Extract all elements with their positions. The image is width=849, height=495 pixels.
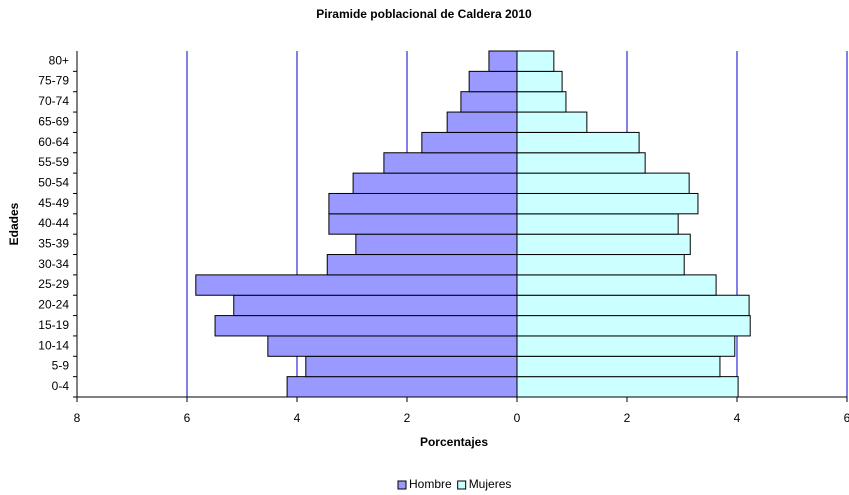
bar — [516, 315, 751, 337]
legend-swatch — [397, 480, 407, 490]
bar — [516, 70, 563, 93]
bar — [355, 233, 518, 256]
legend-swatch — [457, 480, 467, 490]
x-tick-label: 0 — [514, 411, 521, 425]
y-tick-label: 35-39 — [38, 237, 69, 251]
bar — [516, 355, 721, 378]
bar — [516, 376, 739, 398]
bar — [446, 111, 518, 133]
x-tick-label: 8 — [74, 411, 81, 425]
bar — [516, 274, 717, 296]
bar — [516, 50, 555, 72]
y-axis-title: Edades — [7, 202, 21, 245]
bar — [516, 233, 691, 256]
y-tick-label: 0-4 — [52, 379, 70, 393]
bar — [516, 335, 736, 357]
bar — [233, 294, 518, 317]
bar — [468, 70, 518, 93]
bar — [305, 355, 518, 378]
bar — [328, 192, 518, 215]
y-tick-label: 50-54 — [38, 175, 69, 189]
y-tick-label: 25-29 — [38, 277, 69, 291]
bar — [421, 131, 518, 154]
y-tick-label: 40-44 — [38, 216, 69, 230]
y-tick-label: 80+ — [49, 53, 69, 67]
y-tick-label: 45-49 — [38, 196, 69, 210]
x-tick-label: 2 — [404, 411, 411, 425]
legend-label: Mujeres — [469, 477, 512, 491]
legend-label: Hombre — [409, 477, 452, 491]
y-tick-label: 20-24 — [38, 298, 69, 312]
bar — [214, 315, 518, 337]
y-tick-label: 60-64 — [38, 135, 69, 149]
bar — [516, 294, 750, 317]
bar — [516, 152, 646, 174]
bar — [328, 213, 518, 235]
bar — [516, 213, 679, 235]
bar — [516, 131, 640, 154]
y-tick-label: 70-74 — [38, 94, 69, 108]
x-axis-title: Porcentajes — [420, 435, 488, 449]
y-tick-label: 5-9 — [52, 359, 70, 373]
bar — [352, 172, 518, 194]
y-tick-label: 30-34 — [38, 257, 69, 271]
chart-title: Piramide poblacional de Caldera 2010 — [316, 7, 532, 21]
x-tick-label: 6 — [184, 411, 191, 425]
bar — [326, 254, 518, 276]
bar — [383, 152, 518, 174]
bar — [516, 254, 685, 276]
bar — [516, 192, 699, 215]
x-tick-label: 6 — [844, 411, 849, 425]
x-tick-label: 4 — [734, 411, 741, 425]
y-tick-label: 65-69 — [38, 114, 69, 128]
bar — [286, 376, 518, 398]
y-tick-label: 75-79 — [38, 74, 69, 88]
x-tick-label: 2 — [624, 411, 631, 425]
bar — [460, 91, 518, 113]
bar — [516, 111, 588, 133]
y-tick-label: 10-14 — [38, 338, 69, 352]
bar — [516, 91, 567, 113]
bar — [267, 335, 518, 357]
x-tick-label: 4 — [294, 411, 301, 425]
y-tick-label: 55-59 — [38, 155, 69, 169]
bar — [488, 50, 518, 72]
legend: Hombre Mujeres — [397, 477, 512, 491]
bar — [195, 274, 518, 296]
y-tick-label: 15-19 — [38, 318, 69, 332]
bar — [516, 172, 690, 194]
